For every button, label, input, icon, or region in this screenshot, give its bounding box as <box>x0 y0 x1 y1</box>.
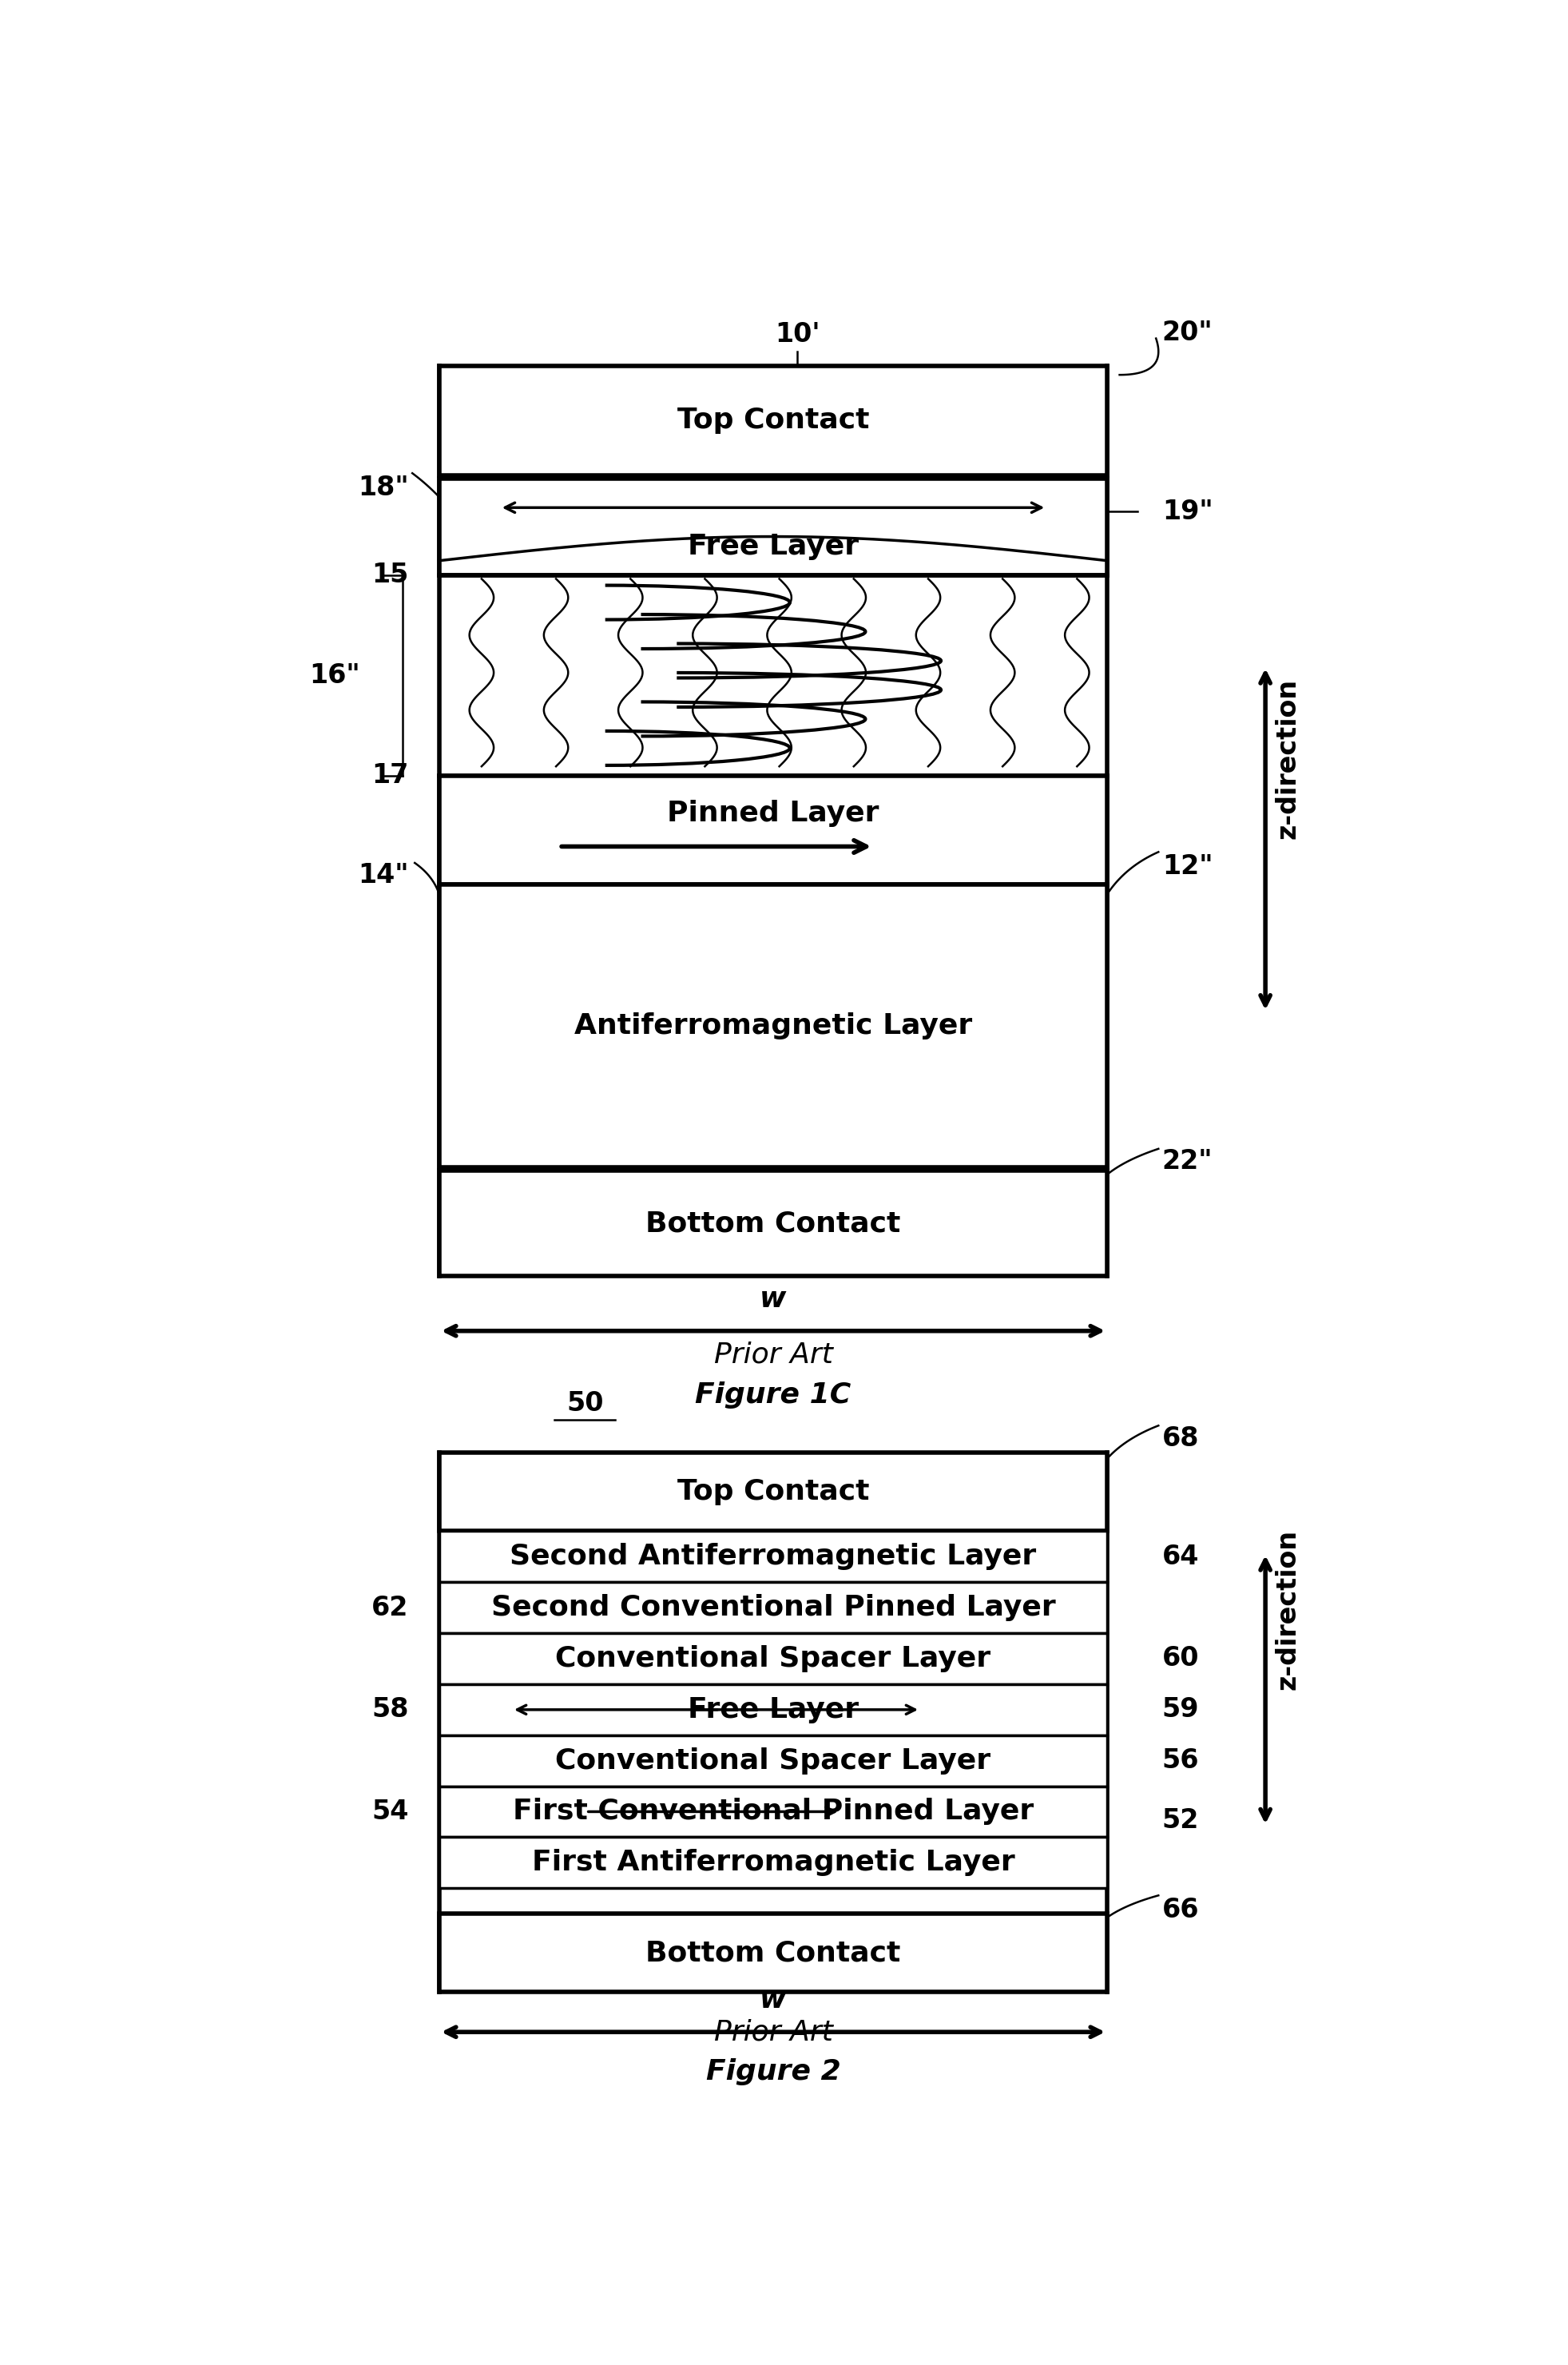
Text: 60: 60 <box>1162 1646 1200 1672</box>
Text: Prior Art: Prior Art <box>713 1341 833 1369</box>
Text: Bottom Contact: Bottom Contact <box>646 1211 900 1237</box>
Text: Prior Art: Prior Art <box>713 2017 833 2046</box>
Polygon shape <box>439 776 1107 885</box>
Text: Pinned Layer: Pinned Layer <box>666 799 880 828</box>
Text: First Conventional Pinned Layer: First Conventional Pinned Layer <box>513 1797 1033 1826</box>
Text: 18": 18" <box>358 475 409 501</box>
Polygon shape <box>439 1452 1107 1530</box>
Text: 64: 64 <box>1162 1544 1200 1570</box>
Polygon shape <box>439 1582 1107 1634</box>
Polygon shape <box>439 1634 1107 1684</box>
Text: z-direction: z-direction <box>1275 1528 1300 1689</box>
Text: 68: 68 <box>1162 1426 1200 1452</box>
Polygon shape <box>439 1913 1107 1991</box>
Polygon shape <box>439 1786 1107 1838</box>
Text: Figure 2: Figure 2 <box>706 2058 840 2086</box>
Text: Top Contact: Top Contact <box>677 1478 869 1507</box>
Text: 50: 50 <box>566 1391 604 1417</box>
Text: 22": 22" <box>1162 1149 1212 1175</box>
Text: First Antiferromagnetic Layer: First Antiferromagnetic Layer <box>532 1849 1014 1875</box>
Polygon shape <box>439 478 1107 575</box>
Polygon shape <box>439 1171 1107 1277</box>
Text: Second Conventional Pinned Layer: Second Conventional Pinned Layer <box>491 1594 1055 1622</box>
Polygon shape <box>439 1530 1107 1582</box>
Text: w: w <box>760 1287 787 1313</box>
Text: 62: 62 <box>372 1594 409 1620</box>
Text: Second Antiferromagnetic Layer: Second Antiferromagnetic Layer <box>510 1542 1036 1570</box>
Text: 17: 17 <box>372 762 409 788</box>
Text: 19": 19" <box>1162 499 1214 525</box>
Text: 66: 66 <box>1162 1897 1200 1923</box>
Text: Antiferromagnetic Layer: Antiferromagnetic Layer <box>574 1012 972 1041</box>
Polygon shape <box>439 885 1107 1166</box>
Text: 54: 54 <box>372 1797 409 1826</box>
Text: Free Layer: Free Layer <box>688 1696 859 1724</box>
Polygon shape <box>439 1684 1107 1736</box>
Text: Conventional Spacer Layer: Conventional Spacer Layer <box>555 1646 991 1672</box>
Text: 16": 16" <box>309 662 361 688</box>
Text: Free Layer: Free Layer <box>688 532 859 561</box>
Polygon shape <box>439 1838 1107 1887</box>
Text: 12": 12" <box>1162 854 1212 880</box>
Text: 20": 20" <box>1162 319 1214 345</box>
Text: Top Contact: Top Contact <box>677 407 869 433</box>
Text: 14": 14" <box>358 863 409 889</box>
Text: 59: 59 <box>1162 1696 1200 1722</box>
Text: Bottom Contact: Bottom Contact <box>646 1939 900 1965</box>
Text: z-direction: z-direction <box>1275 679 1300 840</box>
Text: 56: 56 <box>1162 1748 1200 1774</box>
Polygon shape <box>439 1736 1107 1786</box>
Text: 15: 15 <box>372 563 409 589</box>
Polygon shape <box>439 367 1107 475</box>
Text: w: w <box>760 1987 787 2013</box>
Text: 10': 10' <box>775 322 820 348</box>
Text: Conventional Spacer Layer: Conventional Spacer Layer <box>555 1748 991 1774</box>
Text: 52: 52 <box>1162 1807 1200 1833</box>
Text: 58: 58 <box>372 1696 409 1722</box>
Text: Figure 1C: Figure 1C <box>695 1381 851 1407</box>
